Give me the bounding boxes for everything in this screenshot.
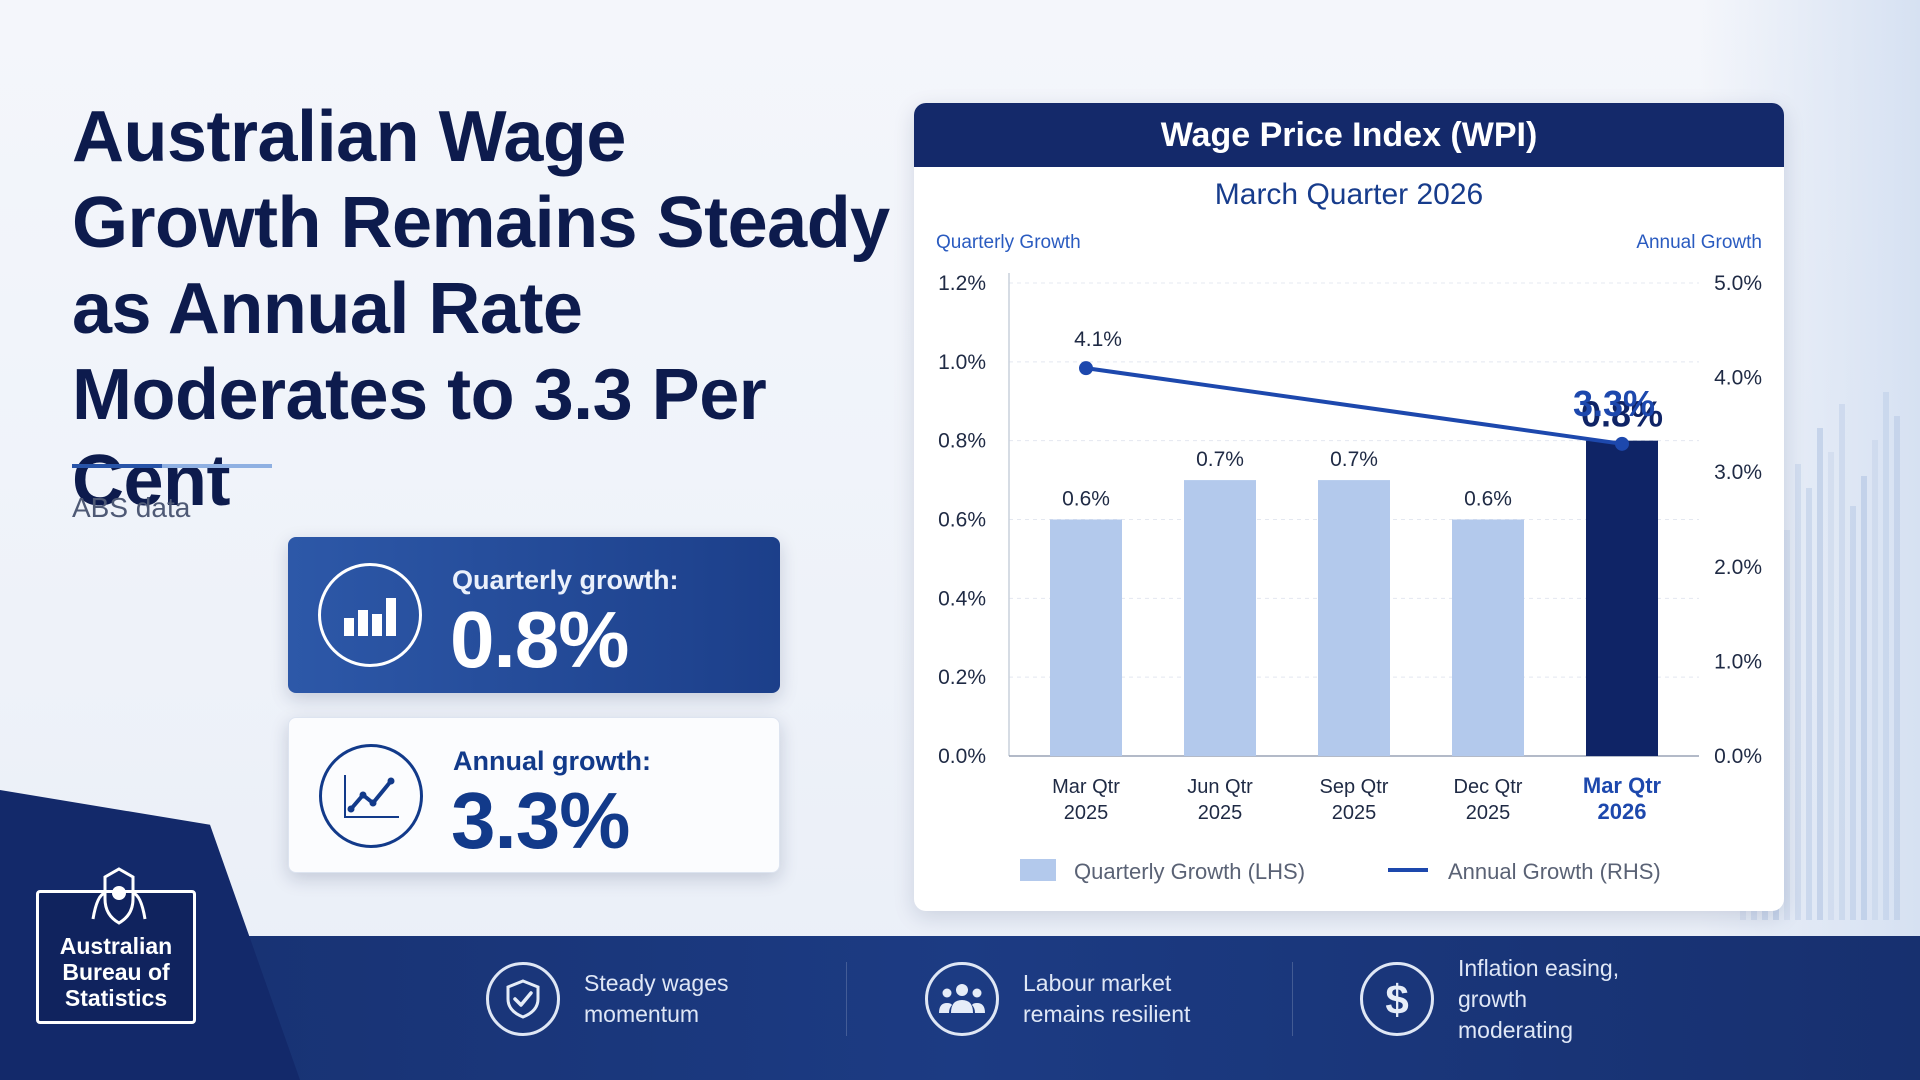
bar-quarterly-growth (1050, 519, 1122, 756)
footer-item-steady-wages: Steady wages momentum (486, 956, 774, 1042)
line-chart-icon (319, 744, 423, 848)
annual-growth-value: 3.3% (451, 776, 630, 865)
left-axis-title: Quarterly Growth (936, 232, 1081, 253)
left-tick-label: 1.2% (938, 272, 986, 295)
x-tick-label: 2026 (1598, 799, 1647, 824)
bar-data-label: 0.8% (1581, 394, 1663, 435)
quarterly-growth-card: Quarterly growth: 0.8% (288, 537, 780, 693)
wpi-chart: Quarterly Growth Annual Growth 0.0% 0.2% 0.4… (936, 232, 1762, 884)
line-data-label: 4.1% (1074, 328, 1122, 351)
right-tick-label: 2.0% (1714, 556, 1762, 579)
quarterly-growth-value: 0.8% (450, 595, 629, 684)
left-tick-label: 1.0% (938, 351, 986, 374)
right-axis-title: Annual Growth (1636, 232, 1762, 253)
footer-divider (1292, 962, 1293, 1036)
left-tick-label: 0.8% (938, 430, 986, 453)
x-tick-label: 2025 (1466, 802, 1511, 824)
bar-data-label: 0.7% (1330, 448, 1378, 471)
x-tick-label: Mar Qtr (1583, 773, 1662, 798)
annual-growth-point (1079, 361, 1093, 376)
bar-quarterly-growth (1318, 480, 1390, 756)
wpi-chart-card: Wage Price Index (WPI) March Quarter 202… (914, 103, 1784, 911)
right-tick-label: 3.0% (1714, 461, 1762, 484)
bar-data-label: 0.7% (1196, 448, 1244, 471)
x-tick-label: Sep Qtr (1320, 776, 1389, 798)
annual-growth-line (1085, 366, 1623, 446)
footer-item-text: Steady wages momentum (584, 970, 729, 1027)
x-tick-label: Dec Qtr (1454, 776, 1523, 798)
footer-item-text: Labour market remains resilient (1023, 970, 1191, 1027)
bar-data-label: 0.6% (1062, 488, 1110, 511)
dollar-icon: $ (1360, 962, 1434, 1036)
svg-text:$: $ (1385, 976, 1408, 1022)
bar-quarterly-growth (1586, 440, 1658, 756)
bar-quarterly-growth (1184, 480, 1256, 756)
legend-label: Quarterly Growth (LHS) (1074, 859, 1305, 884)
title-underline (72, 464, 272, 468)
footer-item-inflation: $ Inflation easing, growth moderating (1360, 955, 1648, 1043)
page-title: Australian Wage Growth Remains Steady as… (72, 97, 890, 521)
abs-logo: Australian Bureau of Statistics (36, 867, 196, 1024)
shield-check-icon (486, 962, 560, 1036)
line-data-label: 3.3% (1573, 383, 1655, 424)
source-label: ABS data (72, 492, 191, 523)
coat-of-arms-icon (91, 867, 147, 925)
bar-quarterly-growth (1452, 519, 1524, 756)
annual-growth-point (1615, 436, 1629, 451)
right-tick-label: 0.0% (1714, 745, 1762, 768)
left-tick-label: 0.0% (938, 745, 986, 768)
chart-subtitle: March Quarter 2026 (1214, 178, 1484, 211)
legend-label: Annual Growth (RHS) (1448, 859, 1661, 884)
left-tick-label: 0.4% (938, 587, 986, 610)
chart-title: Wage Price Index (WPI) (914, 103, 1784, 167)
legend-swatch-bars (1020, 859, 1056, 881)
bar-chart-icon (318, 563, 422, 667)
x-tick-label: 2025 (1064, 802, 1109, 824)
right-tick-label: 5.0% (1714, 272, 1762, 295)
annual-growth-card: Annual growth: 3.3% (288, 717, 780, 873)
left-tick-label: 0.2% (938, 666, 986, 689)
footer-item-labour-market: Labour market remains resilient (925, 956, 1213, 1042)
right-tick-label: 1.0% (1714, 650, 1762, 673)
quarterly-growth-label: Quarterly growth: (452, 565, 679, 595)
right-tick-label: 4.0% (1714, 367, 1762, 390)
left-tick-label: 0.6% (938, 509, 986, 532)
annual-growth-label: Annual growth: (453, 746, 651, 776)
x-tick-label: Jun Qtr (1187, 776, 1253, 798)
footer-divider (846, 962, 847, 1036)
footer-item-text: Inflation easing, growth moderating (1458, 954, 1620, 1043)
x-tick-label: Mar Qtr (1052, 776, 1120, 798)
abs-logo-text: Australian Bureau of Statistics (59, 933, 173, 1011)
bar-data-label: 0.6% (1464, 488, 1512, 511)
x-tick-label: 2025 (1198, 802, 1243, 824)
people-icon (925, 962, 999, 1036)
x-tick-label: 2025 (1332, 802, 1377, 824)
